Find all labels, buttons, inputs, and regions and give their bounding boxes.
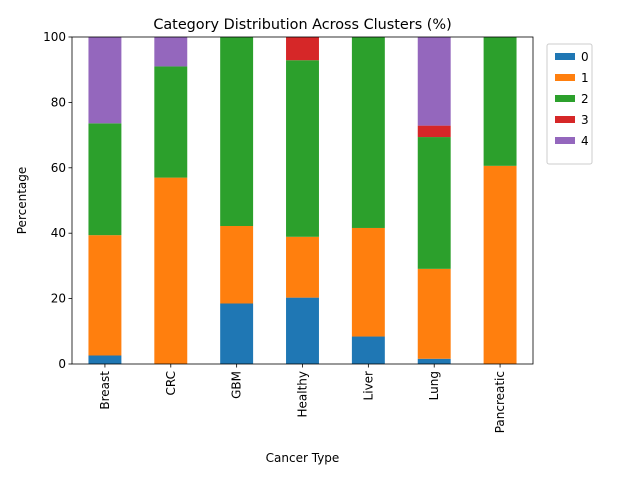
x-axis-title: Cancer Type: [266, 451, 340, 465]
bar-gbm-series-2: [220, 37, 254, 227]
y-tick-label: 0: [58, 357, 66, 371]
legend-label-3: 3: [581, 113, 589, 127]
bar-healthy-series-1: [286, 236, 319, 298]
bar-lung-series-0: [417, 358, 451, 364]
bar-breast-series-0: [88, 355, 122, 364]
bar-liver-series-2: [351, 37, 385, 228]
chart-title: Category Distribution Across Clusters (%…: [153, 17, 451, 33]
bar-healthy-series-2: [286, 60, 319, 237]
bar-pancreatic-series-2: [483, 37, 517, 166]
legend: 0 1 2 3 4: [546, 43, 593, 165]
axes-group: 0 20 40 60 80 100 Breast CRC GBM Healthy Liver Lung…: [43, 30, 534, 433]
bar-crc-series-1: [154, 177, 188, 364]
legend-label-4: 4: [581, 134, 589, 148]
legend-swatch-1: [555, 74, 575, 81]
legend-label-2: 2: [581, 92, 589, 106]
legend-swatch-0: [555, 53, 575, 60]
x-tick-label-healthy: Healthy: [296, 371, 310, 418]
y-tick-label: 60: [51, 161, 66, 175]
y-tick-label: 80: [51, 95, 66, 109]
bar-lung-series-4: [417, 37, 451, 126]
bars-group: [88, 37, 517, 364]
bar-lung-series-2: [417, 137, 451, 269]
x-tick-label-pancreatic: Pancreatic: [493, 371, 507, 433]
y-tick-label: 100: [43, 30, 66, 44]
x-tick-label-gbm: GBM: [230, 371, 244, 399]
y-axis-title: Percentage: [15, 167, 29, 235]
bar-liver-series-1: [351, 227, 385, 337]
y-tick-label: 20: [51, 292, 66, 306]
bar-pancreatic-series-1: [483, 165, 517, 364]
x-tick-label-breast: Breast: [98, 371, 112, 410]
bar-crc-series-2: [154, 66, 188, 178]
x-tick-label-crc: CRC: [164, 371, 178, 396]
legend-label-0: 0: [581, 50, 589, 64]
legend-swatch-4: [555, 137, 575, 144]
bar-healthy-series-3: [286, 37, 319, 61]
bar-liver-series-0: [351, 336, 385, 364]
bar-breast-series-1: [88, 235, 122, 356]
legend-swatch-2: [555, 95, 575, 102]
y-tick-label: 40: [51, 226, 66, 240]
bar-lung-series-3: [417, 125, 451, 138]
bar-crc-series-4: [154, 37, 188, 67]
legend-label-1: 1: [581, 71, 589, 85]
bar-gbm-series-1: [220, 226, 254, 304]
bar-lung-series-1: [417, 268, 451, 359]
x-tick-label-lung: Lung: [427, 371, 441, 400]
bar-healthy-series-0: [286, 297, 319, 364]
legend-swatch-3: [555, 116, 575, 123]
bar-gbm-series-0: [220, 303, 254, 364]
bar-breast-series-4: [88, 37, 122, 124]
x-tick-label-liver: Liver: [361, 371, 375, 401]
bar-breast-series-2: [88, 123, 122, 236]
